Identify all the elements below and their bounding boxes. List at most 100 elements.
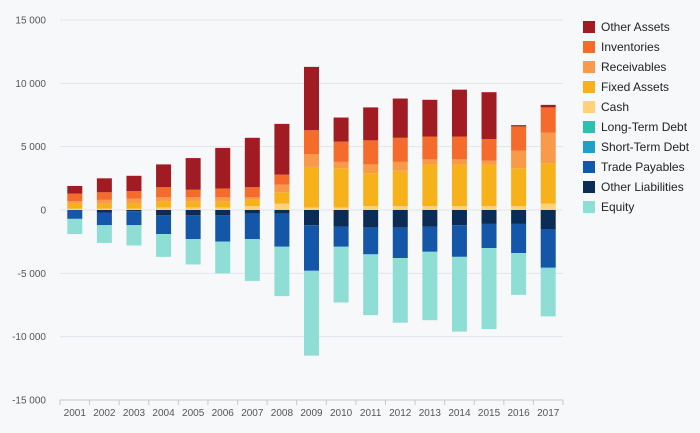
bar-cash <box>392 206 408 210</box>
bar-trade-payables <box>540 229 556 267</box>
bar-equity <box>304 270 319 356</box>
bar-trade-payables <box>67 210 83 219</box>
bar-other-assets <box>451 89 467 137</box>
bar-equity <box>96 225 112 243</box>
bar-other-liabilities <box>363 210 379 228</box>
legend-item-short-term-debt[interactable]: Short-Term Debt <box>583 137 689 157</box>
bar-fixed-assets <box>481 164 497 207</box>
bar-cash <box>363 206 379 210</box>
bar-fixed-assets <box>96 203 112 209</box>
bar-trade-payables <box>274 213 290 247</box>
bar-receivables <box>185 197 201 202</box>
x-tick-label: 2015 <box>478 408 501 419</box>
bar-trade-payables <box>215 215 231 242</box>
bar-inventories <box>96 192 112 200</box>
legend-item-inventories[interactable]: Inventories <box>583 37 689 57</box>
legend-item-other-liabilities[interactable]: Other Liabilities <box>583 177 689 197</box>
bar-cash <box>156 207 172 210</box>
bar-other-assets <box>244 137 260 188</box>
bar-receivables <box>156 197 172 202</box>
bar-trade-payables <box>422 226 438 252</box>
legend-item-equity[interactable]: Equity <box>583 197 689 217</box>
bar-other-liabilities <box>274 210 290 214</box>
legend-item-other-assets[interactable]: Other Assets <box>583 17 689 37</box>
bar-equity <box>156 234 172 257</box>
x-tick-label: 2016 <box>507 408 530 419</box>
bar-other-assets <box>304 66 319 131</box>
bar-other-assets <box>126 175 142 191</box>
legend-item-cash[interactable]: Cash <box>583 97 689 117</box>
bar-trade-payables <box>156 215 172 235</box>
bar-fixed-assets <box>126 203 142 209</box>
bar-other-liabilities <box>451 210 467 226</box>
bar-fixed-assets <box>244 199 260 207</box>
bar-inventories <box>422 136 438 160</box>
bar-other-liabilities <box>185 210 201 216</box>
legend-label: Trade Payables <box>601 160 685 174</box>
bar-fixed-assets <box>274 192 290 204</box>
bar-fixed-assets <box>511 168 527 207</box>
bar-receivables <box>451 159 467 165</box>
bar-equity <box>511 253 527 295</box>
bar-cash <box>185 207 201 210</box>
bar-equity <box>244 239 260 281</box>
bar-other-liabilities <box>540 210 556 229</box>
bar-trade-payables <box>392 227 408 259</box>
legend-label: Equity <box>601 200 635 214</box>
bar-other-assets <box>540 104 556 108</box>
bar-inventories <box>481 139 497 161</box>
bar-fixed-assets <box>392 170 408 207</box>
bar-fixed-assets <box>540 163 556 204</box>
bar-other-liabilities <box>511 210 527 224</box>
legend-swatch <box>583 101 595 113</box>
bar-other-assets <box>422 99 438 137</box>
bar-inventories <box>333 141 349 162</box>
legend-item-long-term-debt[interactable]: Long-Term Debt <box>583 117 689 137</box>
bar-other-liabilities <box>422 210 438 227</box>
y-tick-label: -15 000 <box>12 396 46 407</box>
bar-inventories <box>363 140 379 165</box>
y-tick-label: 0 <box>40 206 46 217</box>
bar-cash <box>215 207 231 210</box>
x-tick-label: 2003 <box>123 408 146 419</box>
bar-cash <box>304 207 319 210</box>
bar-cash <box>333 207 349 210</box>
bar-inventories <box>126 191 142 199</box>
bar-trade-payables <box>304 225 319 271</box>
bar-inventories <box>540 107 556 133</box>
legend-label: Other Assets <box>601 20 670 34</box>
bar-equity <box>215 241 231 274</box>
bar-trade-payables <box>363 227 379 255</box>
bar-receivables <box>363 164 379 174</box>
bar-cash <box>244 206 260 210</box>
bar-fixed-assets <box>451 164 467 207</box>
legend-item-fixed-assets[interactable]: Fixed Assets <box>583 77 689 97</box>
x-tick-label: 2013 <box>419 408 442 419</box>
bar-short-term-debt <box>540 267 556 269</box>
x-tick-label: 2005 <box>182 408 205 419</box>
bar-receivables <box>215 197 231 202</box>
y-tick-label: 10 000 <box>15 79 46 90</box>
bar-receivables <box>274 184 290 193</box>
bar-other-assets <box>67 185 83 194</box>
legend-swatch <box>583 41 595 53</box>
bar-fixed-assets <box>67 203 83 209</box>
x-tick-label: 2001 <box>64 408 87 419</box>
bar-other-assets <box>333 117 349 142</box>
bar-inventories <box>451 136 467 160</box>
x-tick-label: 2017 <box>537 408 560 419</box>
bar-equity <box>422 251 438 321</box>
bar-other-assets <box>156 164 172 188</box>
bar-other-liabilities <box>392 210 408 228</box>
legend-swatch <box>583 81 595 93</box>
bar-other-assets <box>185 158 201 190</box>
bar-receivables <box>244 197 260 200</box>
bar-cash <box>511 206 527 210</box>
bar-other-liabilities <box>333 210 349 227</box>
legend-label: Inventories <box>601 40 660 54</box>
bar-other-assets <box>481 92 497 140</box>
bar-inventories <box>67 193 83 202</box>
legend-item-receivables[interactable]: Receivables <box>583 57 689 77</box>
legend-item-trade-payables[interactable]: Trade Payables <box>583 157 689 177</box>
bar-receivables <box>304 154 319 167</box>
